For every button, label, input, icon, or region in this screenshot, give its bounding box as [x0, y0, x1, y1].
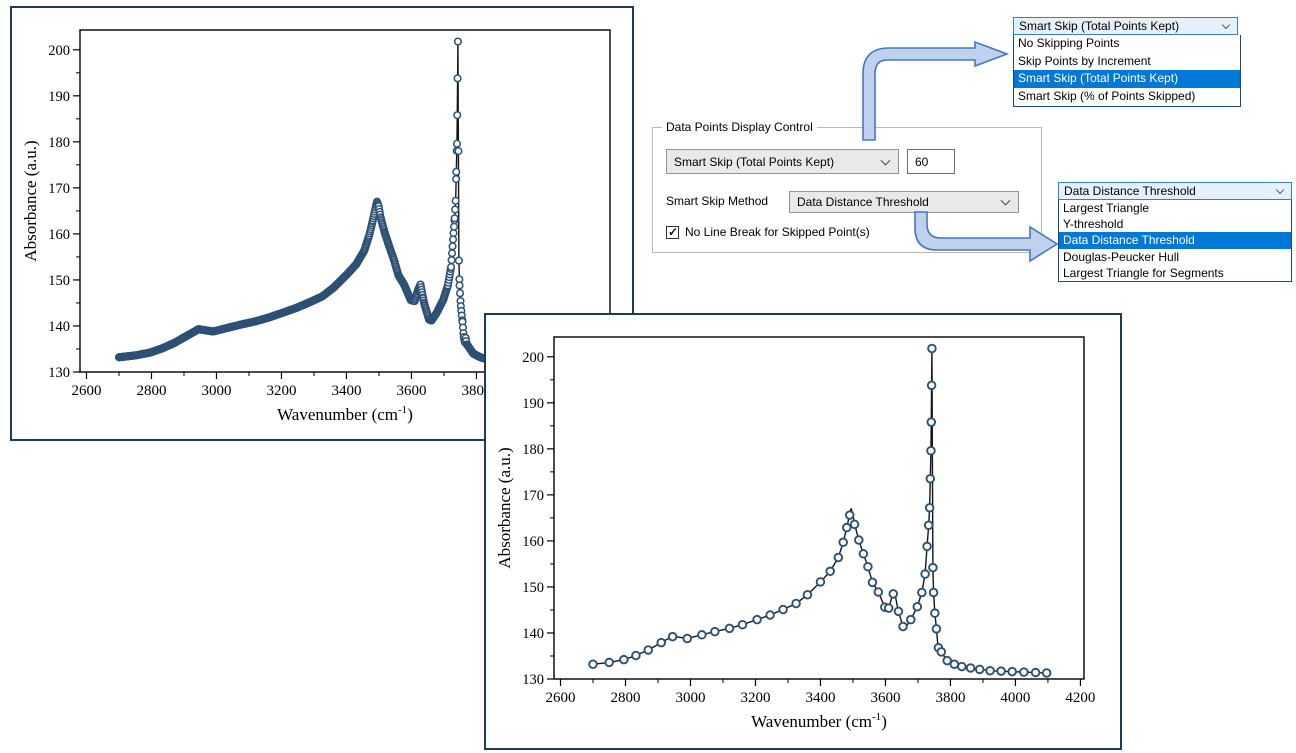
y-tick-label: 170 [48, 181, 70, 197]
y-tick-label: 190 [522, 396, 544, 412]
x-axis-title: Wavenumber (cm-1) [751, 711, 887, 731]
no-line-break-checkbox-label: No Line Break for Skipped Point(s) [685, 225, 870, 239]
y-tick-label: 150 [48, 273, 70, 289]
all-point-markers [114, 37, 577, 371]
x-tick-label: 4200 [1065, 690, 1095, 706]
dropdown-option-no-skipping[interactable]: No Skipping Points [1018, 36, 1120, 50]
plot-frame [553, 336, 1085, 680]
x-tick-label: 2600 [71, 383, 101, 399]
x-tick-label: 3200 [740, 690, 770, 706]
skip-mode-combobox[interactable]: Smart Skip (Total Points Kept) [666, 149, 899, 174]
no-line-break-checkbox-row: No Line Break for Skipped Point(s) [666, 225, 870, 239]
y-axis-title: Absorbance (a.u.) [495, 447, 514, 568]
y-tick-label: 130 [48, 365, 70, 381]
axes: 2600 2800 3000 3200 3400 3600 3800 4000 4200 130 1… [522, 350, 1095, 706]
skip-mode-dropdown-value: Smart Skip (Total Points Kept) [1019, 19, 1180, 33]
y-tick-label: 160 [522, 534, 544, 550]
x-tick-label: 3400 [805, 690, 835, 706]
dropdown-option-smart-skip-percent[interactable]: Smart Skip (% of Points Skipped) [1018, 89, 1196, 104]
x-tick-label: 3600 [396, 383, 426, 399]
method-dropdown-value: Data Distance Threshold [1064, 184, 1196, 198]
data-points-display-control-panel: Data Points Display Control Smart Skip (… [652, 120, 1042, 253]
y-tick-label: 180 [48, 135, 70, 151]
dropdown-option-largest-triangle-segments[interactable]: Largest Triangle for Segments [1063, 265, 1224, 280]
x-tick-label: 3000 [675, 690, 705, 706]
chevron-down-icon [1221, 20, 1231, 30]
y-tick-label: 190 [48, 89, 70, 105]
callout-arrow-to-skip-options [862, 40, 1010, 141]
dropdown-option-douglas-peucker[interactable]: Douglas-Peucker Hull [1063, 249, 1180, 264]
y-tick-label: 160 [48, 227, 70, 243]
x-tick-label: 4000 [1000, 690, 1030, 706]
method-dropdown-header[interactable]: Data Distance Threshold [1058, 182, 1292, 200]
plot-frame [79, 29, 611, 373]
y-tick-label: 170 [522, 488, 544, 504]
x-tick-label: 3400 [331, 383, 361, 399]
smart-skip-method-combobox[interactable]: Data Distance Threshold [789, 191, 1019, 213]
y-axis-title: Absorbance (a.u.) [21, 140, 40, 261]
y-tick-label: 140 [48, 319, 70, 335]
x-axis-title: Wavenumber (cm-1) [277, 404, 413, 424]
skip-mode-dropdown-list: No Skipping Points Skip Points by Increm… [1013, 35, 1241, 107]
x-tick-label: 2800 [136, 383, 166, 399]
x-tick-label: 3600 [870, 690, 900, 706]
dropdown-option-smart-skip-total[interactable]: Smart Skip (Total Points Kept) [1014, 70, 1240, 89]
y-tick-label: 200 [48, 43, 70, 59]
skip-mode-open-dropdown: Smart Skip (Total Points Kept) No Skippi… [1013, 17, 1241, 107]
dropdown-option-data-distance-threshold[interactable]: Data Distance Threshold [1059, 232, 1291, 249]
smart-skip-method-label: Smart Skip Method [666, 194, 769, 208]
skip-mode-combobox-value: Smart Skip (Total Points Kept) [674, 154, 835, 169]
points-kept-input[interactable] [907, 149, 955, 174]
y-tick-label: 130 [522, 672, 544, 688]
y-tick-label: 200 [522, 350, 544, 366]
axes: 2600280030003200340036003800400042001301… [48, 43, 621, 399]
chevron-down-icon [880, 155, 891, 166]
dropdown-option-skip-by-increment[interactable]: Skip Points by Increment [1018, 53, 1151, 68]
x-tick-label: 3800 [935, 690, 965, 706]
y-tick-label: 180 [522, 442, 544, 458]
kept-point-markers [588, 343, 1052, 678]
smart-skip-method-combobox-value: Data Distance Threshold [797, 195, 929, 209]
x-tick-label: 2600 [545, 690, 575, 706]
checkbox-checked-icon[interactable] [666, 225, 679, 239]
skip-mode-dropdown-header[interactable]: Smart Skip (Total Points Kept) [1013, 17, 1238, 35]
x-tick-label: 3200 [266, 383, 296, 399]
x-tick-label: 3800 [461, 383, 491, 399]
chevron-down-icon [1275, 185, 1285, 195]
graph-window-all-points: 2600280030003200340036003800400042001301… [10, 6, 634, 441]
graph-window-smart-skip: 2600 2800 3000 3200 3400 3600 3800 4000 4200 130 1… [484, 313, 1122, 750]
chevron-down-icon [1000, 195, 1011, 206]
dropdown-option-y-threshold[interactable]: Y-threshold [1063, 217, 1124, 232]
method-dropdown-list: Largest Triangle Y-threshold Data Distan… [1058, 200, 1292, 282]
panel-title: Data Points Display Control [662, 120, 817, 134]
spectrum-chart-all-points: 2600280030003200340036003800400042001301… [21, 29, 621, 424]
y-tick-label: 150 [522, 580, 544, 596]
spectrum-chart-smart-skip: 2600 2800 3000 3200 3400 3600 3800 4000 4200 130 1… [495, 336, 1095, 731]
method-open-dropdown: Data Distance Threshold Largest Triangle… [1058, 182, 1292, 282]
x-tick-label: 2800 [610, 690, 640, 706]
spectrum-line [592, 347, 1047, 674]
y-tick-label: 140 [522, 626, 544, 642]
dropdown-option-largest-triangle[interactable]: Largest Triangle [1063, 201, 1150, 215]
x-tick-label: 3000 [201, 383, 231, 399]
